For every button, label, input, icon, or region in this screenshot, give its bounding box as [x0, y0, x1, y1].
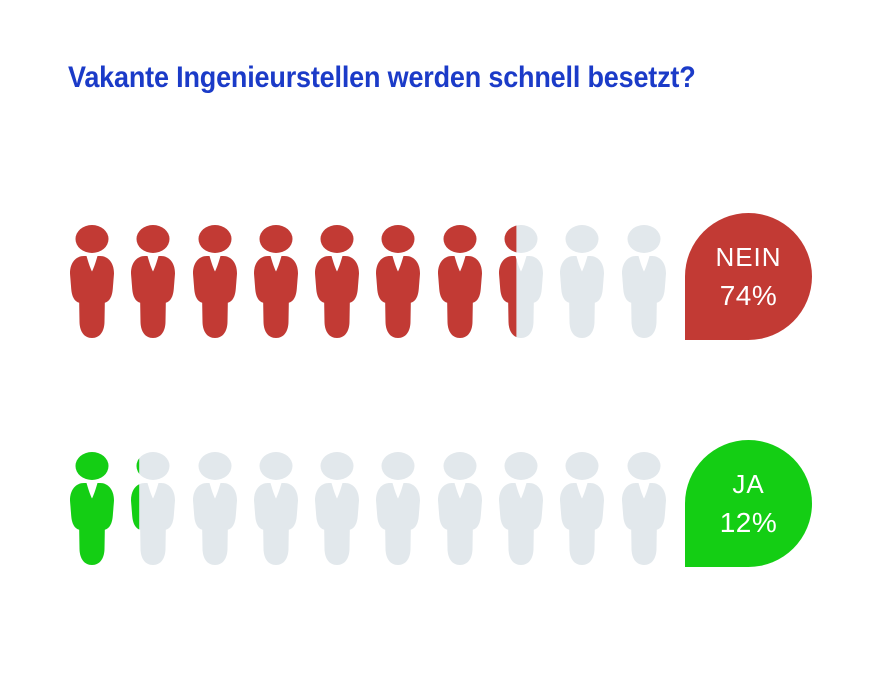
- person-icon: [499, 225, 544, 338]
- person-icon: [315, 452, 360, 565]
- badge-ja-label: JA: [732, 468, 765, 499]
- person-icon: [131, 452, 176, 565]
- person-icon: [192, 225, 237, 338]
- person-icon: [621, 225, 666, 338]
- person-icon: [253, 452, 298, 565]
- person-icon: [499, 452, 544, 565]
- pictogram-row-nein: [69, 225, 667, 338]
- page-title: Vakante Ingenieurstellen werden schnell …: [68, 61, 696, 94]
- person-icon: [253, 225, 298, 338]
- person-icon: [70, 225, 114, 338]
- person-icon: [621, 452, 666, 565]
- person-icon: [315, 225, 360, 338]
- person-icon: [70, 452, 114, 565]
- person-icon: [376, 225, 421, 338]
- person-icon: [131, 225, 176, 338]
- person-icon: [192, 452, 237, 565]
- person-icon: [437, 225, 482, 338]
- person-icon: [376, 452, 421, 565]
- badge-ja-percent: 12%: [719, 506, 778, 538]
- badge-nein-percent: 74%: [719, 279, 778, 311]
- badge-nein: NEIN 74%: [685, 213, 812, 340]
- pictogram-row-ja: [69, 452, 667, 565]
- badge-ja: JA 12%: [685, 440, 812, 567]
- badge-nein-label: NEIN: [715, 241, 782, 272]
- person-icon: [437, 452, 482, 565]
- person-icon: [560, 225, 605, 338]
- person-icon: [560, 452, 605, 565]
